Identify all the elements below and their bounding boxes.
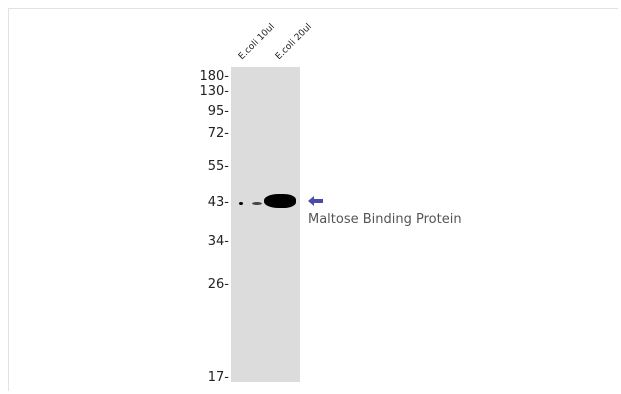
marker-95: 95- (207, 104, 229, 119)
blot-membrane (231, 67, 300, 382)
target-protein-label: Maltose Binding Protein (308, 212, 462, 227)
arrow-left-icon (308, 196, 323, 206)
marker-17: 17- (207, 370, 229, 385)
marker-130: 130- (199, 84, 229, 99)
marker-180: 180- (199, 69, 229, 84)
band-lane1-small (239, 202, 243, 205)
marker-34: 34- (207, 234, 229, 249)
figure-frame (8, 8, 618, 391)
marker-26: 26- (207, 277, 229, 292)
band-lane1-faint (252, 202, 262, 205)
marker-72: 72- (207, 126, 229, 141)
marker-55: 55- (207, 159, 229, 174)
band-lane2-strong (264, 194, 296, 208)
marker-43: 43- (207, 195, 229, 210)
